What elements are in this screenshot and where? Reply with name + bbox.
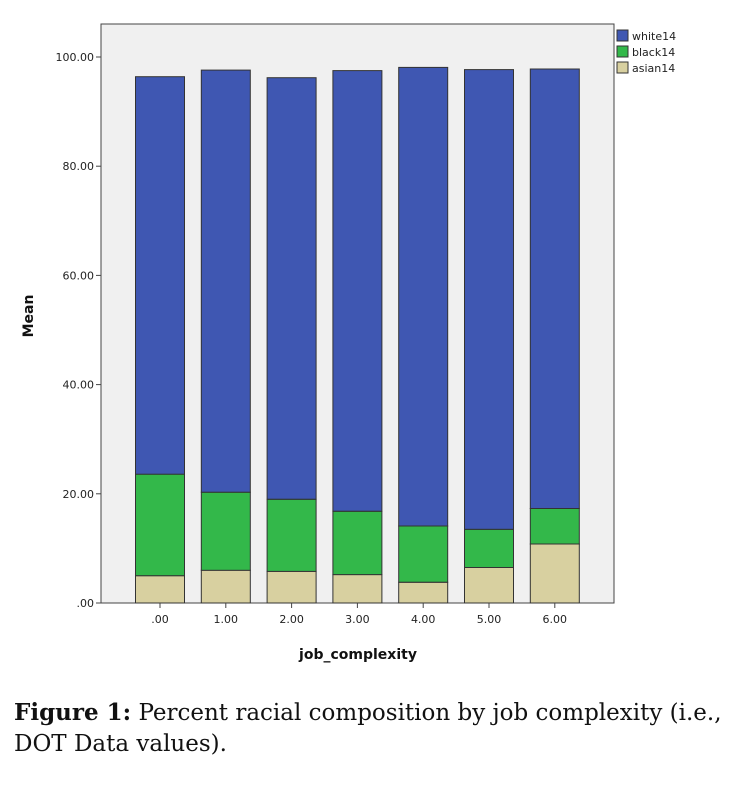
legend-label-white14: white14 <box>632 30 676 43</box>
bars-group <box>135 66 580 604</box>
y-tick-label: 60.00 <box>63 269 95 282</box>
y-tick-label: 20.00 <box>63 488 95 501</box>
bar-segment-white14-2 <box>266 77 317 500</box>
legend-swatch-white14 <box>616 29 629 42</box>
bar-segment-black14-6 <box>529 508 580 545</box>
x-tick-label: 4.00 <box>411 613 436 626</box>
bar-segment-white14-6 <box>529 68 580 509</box>
bar-segment-white14-0 <box>135 76 185 475</box>
bar-segment-white14-3 <box>332 70 383 512</box>
legend-label-black14: black14 <box>632 46 675 59</box>
legend: white14 black14 asian14 <box>616 29 676 75</box>
x-tick-label: 1.00 <box>214 613 239 626</box>
x-axis-title: job_complexity <box>298 647 417 663</box>
bar-segment-black14-1 <box>200 491 251 571</box>
legend-swatch-black14 <box>616 45 629 58</box>
bar-segment-white14-1 <box>200 69 251 493</box>
figure-label: Figure 1: <box>14 699 132 726</box>
x-axis: .00 1.00 2.00 3.00 4.00 5.00 6.00 <box>151 603 567 626</box>
y-tick-label: 100.00 <box>56 51 95 64</box>
bar-segment-asian14-6 <box>529 543 580 604</box>
bar-segment-black14-4 <box>398 525 449 583</box>
y-axis-title: Mean <box>21 295 37 338</box>
figure-caption: Figure 1: Percent racial composition by … <box>14 697 729 760</box>
bar-segment-white14-4 <box>398 66 449 527</box>
bar-segment-black14-5 <box>464 528 514 568</box>
bar-segment-asian14-0 <box>135 575 185 604</box>
y-axis: .00 20.00 40.00 60.00 80.00 100.00 <box>56 51 101 610</box>
bar-segment-asian14-1 <box>200 569 251 604</box>
x-tick-label: 3.00 <box>345 613 370 626</box>
legend-label-asian14: asian14 <box>632 62 675 75</box>
bar-segment-asian14-2 <box>266 570 317 604</box>
bar-segment-asian14-5 <box>464 567 514 604</box>
bar-segment-black14-2 <box>266 498 317 572</box>
x-tick-label: 6.00 <box>543 613 568 626</box>
legend-swatch-asian14 <box>616 61 629 74</box>
stacked-bar-chart: .00 20.00 40.00 60.00 80.00 100.00 .00 1.00 2.0… <box>21 23 676 663</box>
bar-segment-white14-5 <box>464 69 514 530</box>
bar-segment-black14-3 <box>332 510 383 576</box>
x-tick-label: .00 <box>151 613 169 626</box>
bar-segment-black14-0 <box>135 473 185 577</box>
bar-segment-asian14-3 <box>332 574 383 604</box>
y-tick-label: 40.00 <box>63 379 95 392</box>
x-tick-label: 2.00 <box>279 613 304 626</box>
y-tick-label: .00 <box>77 597 95 610</box>
y-tick-label: 80.00 <box>63 160 95 173</box>
x-tick-label: 5.00 <box>477 613 502 626</box>
figure-caption-text: Percent racial composition by job comple… <box>14 700 722 757</box>
bar-segment-asian14-4 <box>398 581 449 604</box>
